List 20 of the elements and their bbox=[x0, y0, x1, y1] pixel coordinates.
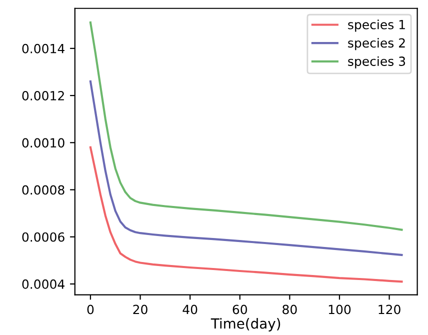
x-tick-label: 60 bbox=[232, 304, 247, 314]
y-tick-label: 0.0008 bbox=[22, 185, 64, 195]
y-tick-label: 0.0012 bbox=[22, 91, 64, 100]
x-tick-label: 80 bbox=[282, 304, 297, 314]
x-axis-title: Time(day) bbox=[210, 318, 280, 332]
legend-label: species 3 bbox=[348, 56, 406, 68]
y-tick-label: 0.0006 bbox=[22, 232, 64, 242]
x-tick-label: 120 bbox=[378, 304, 400, 314]
line-series bbox=[89, 21, 403, 231]
x-tick-label: 20 bbox=[133, 304, 148, 314]
line-series bbox=[89, 80, 403, 256]
legend-label: species 2 bbox=[348, 38, 405, 50]
legend-label: species 1 bbox=[348, 20, 405, 32]
line-series bbox=[89, 146, 403, 283]
x-tick-label: 0 bbox=[87, 304, 94, 314]
x-tick-label: 100 bbox=[328, 304, 351, 314]
y-tick-label: 0.0004 bbox=[22, 279, 64, 289]
y-tick-label: 0.0014 bbox=[22, 44, 64, 54]
x-tick-label: 40 bbox=[182, 304, 198, 314]
y-tick-label: 0.0010 bbox=[22, 138, 64, 148]
